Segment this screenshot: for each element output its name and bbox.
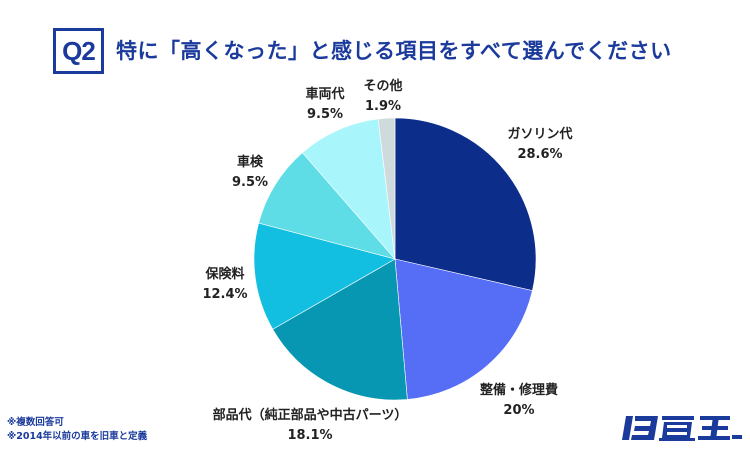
slice-label: ガソリン代 28.6%	[507, 125, 572, 165]
slice-label-value: 18.1%	[287, 428, 333, 443]
pie-slices	[253, 117, 537, 401]
pie-slice	[253, 222, 396, 330]
slice-label-value: 9.5%	[306, 107, 344, 122]
slice-label: その他 1.9%	[363, 77, 402, 117]
slice-label-value: 20%	[503, 403, 535, 418]
slice-label-value: 28.6%	[517, 147, 563, 162]
footnotes: ※複数回答可 ※2014年以前の車を旧車と定義	[7, 416, 147, 444]
slice-label: 部品代（純正部品や中古パーツ） 18.1%	[213, 406, 408, 446]
pie-slice	[272, 258, 408, 401]
footnote-multiple-answers: ※複数回答可	[7, 417, 64, 428]
footnote-old-car-definition: ※2014年以前の車を旧車と定義	[7, 431, 148, 442]
pie-slice	[394, 258, 533, 400]
slice-label-name: 部品代（純正部品や中古パーツ）	[212, 408, 408, 423]
slice-label-name: 車両代	[305, 87, 345, 102]
pie-slice	[301, 118, 396, 260]
logo-mark-icon	[622, 416, 742, 441]
pie-slice	[394, 117, 537, 291]
slice-label-name: 整備・修理費	[479, 383, 559, 398]
slice-label: 整備・修理費 20%	[480, 381, 558, 421]
slice-label-name: ガソリン代	[507, 127, 573, 142]
slice-label: 車検 9.5%	[232, 153, 268, 193]
slice-label-name: 保険料	[205, 267, 245, 282]
slice-label-name: 車検	[236, 155, 263, 170]
slice-label-name: その他	[363, 79, 403, 94]
slice-label-value: 9.5%	[231, 175, 269, 190]
pie-slice	[258, 152, 396, 260]
slice-label: 車両代 9.5%	[305, 85, 344, 125]
question-number-badge: Q2	[53, 28, 104, 74]
slice-label-value: 1.9%	[364, 99, 402, 114]
slice-label-value: 12.4%	[202, 287, 248, 302]
chart-title: 特に「高くなった」と感じる項目をすべて選んでください	[116, 39, 672, 63]
kyushao-logo	[622, 416, 742, 441]
pie-slice	[377, 117, 396, 260]
slice-label: 保険料 12.4%	[202, 265, 247, 305]
